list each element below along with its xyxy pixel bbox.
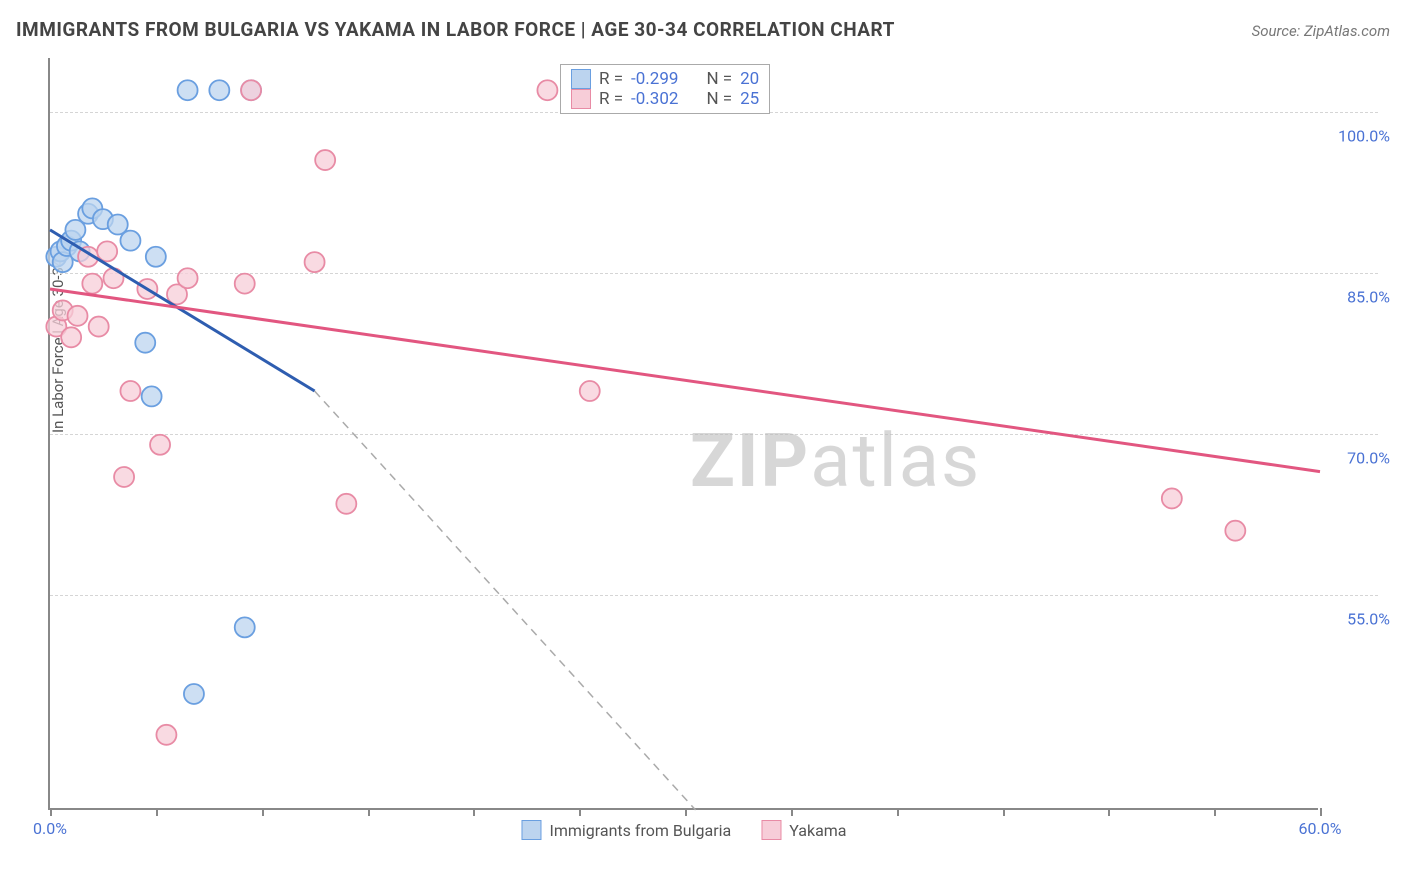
legend-item: Yakama	[761, 820, 846, 840]
x-tick	[473, 808, 475, 816]
x-tick	[1214, 808, 1216, 816]
legend-statistics: R = -0.299 N = 20 R = -0.302 N = 25	[560, 64, 770, 114]
x-tick	[1320, 808, 1322, 816]
scatter-point	[61, 327, 81, 347]
x-tick	[262, 808, 264, 816]
x-tick	[579, 808, 581, 816]
scatter-point	[336, 494, 356, 514]
scatter-point	[135, 333, 155, 353]
trend-line-extension	[315, 391, 696, 810]
x-tick-label: 0.0%	[33, 819, 67, 838]
x-tick	[897, 808, 899, 816]
scatter-point	[315, 150, 335, 170]
legend-stat-row: R = -0.299 N = 20	[571, 69, 759, 89]
n-label: N =	[706, 89, 732, 109]
scatter-chart: In Labor Force | Age 30-34 55.0%70.0%85.…	[48, 58, 1318, 810]
scatter-point	[89, 317, 109, 337]
scatter-point	[184, 684, 204, 704]
scatter-point	[82, 274, 102, 294]
legend-label: Yakama	[789, 821, 846, 840]
r-value: -0.299	[631, 69, 678, 89]
scatter-point	[305, 252, 325, 272]
r-label: R =	[599, 89, 623, 109]
scatter-point	[235, 617, 255, 637]
legend-series: Immigrants from Bulgaria Yakama	[521, 820, 846, 840]
x-tick-label: 60.0%	[1299, 819, 1342, 838]
n-label: N =	[706, 69, 732, 89]
scatter-point	[68, 306, 88, 326]
legend-item: Immigrants from Bulgaria	[521, 820, 731, 840]
chart-svg-overlay	[50, 58, 1318, 808]
x-tick	[1003, 808, 1005, 816]
source-label: Source: ZipAtlas.com	[1252, 22, 1390, 40]
scatter-point	[209, 80, 229, 100]
scatter-point	[120, 381, 140, 401]
r-value: -0.302	[631, 89, 678, 109]
scatter-point	[156, 725, 176, 745]
scatter-point	[235, 274, 255, 294]
x-tick	[1108, 808, 1110, 816]
r-label: R =	[599, 69, 623, 89]
legend-swatch	[571, 89, 591, 109]
n-value: 20	[740, 69, 759, 89]
scatter-point	[178, 80, 198, 100]
y-tick-label: 70.0%	[1347, 449, 1390, 468]
chart-title: IMMIGRANTS FROM BULGARIA VS YAKAMA IN LA…	[16, 18, 895, 41]
legend-label: Immigrants from Bulgaria	[549, 821, 731, 840]
x-tick	[368, 808, 370, 816]
scatter-point	[142, 386, 162, 406]
scatter-point	[120, 231, 140, 251]
scatter-point	[114, 467, 134, 487]
x-tick	[685, 808, 687, 816]
trend-line	[50, 289, 1320, 472]
trend-line	[50, 230, 315, 391]
scatter-point	[1225, 521, 1245, 541]
scatter-point	[537, 80, 557, 100]
scatter-point	[1162, 488, 1182, 508]
scatter-point	[150, 435, 170, 455]
scatter-point	[97, 241, 117, 261]
x-tick	[50, 808, 52, 816]
title-bar: IMMIGRANTS FROM BULGARIA VS YAKAMA IN LA…	[16, 18, 1390, 41]
x-tick	[156, 808, 158, 816]
n-value: 25	[740, 89, 759, 109]
scatter-point	[178, 268, 198, 288]
legend-swatch	[761, 820, 781, 840]
x-tick	[791, 808, 793, 816]
legend-stat-row: R = -0.302 N = 25	[571, 89, 759, 109]
scatter-point	[146, 247, 166, 267]
legend-swatch	[521, 820, 541, 840]
scatter-point	[580, 381, 600, 401]
legend-swatch	[571, 69, 591, 89]
y-tick-label: 85.0%	[1347, 287, 1390, 306]
scatter-point	[241, 80, 261, 100]
y-tick-label: 100.0%	[1338, 126, 1390, 145]
y-tick-label: 55.0%	[1347, 610, 1390, 629]
